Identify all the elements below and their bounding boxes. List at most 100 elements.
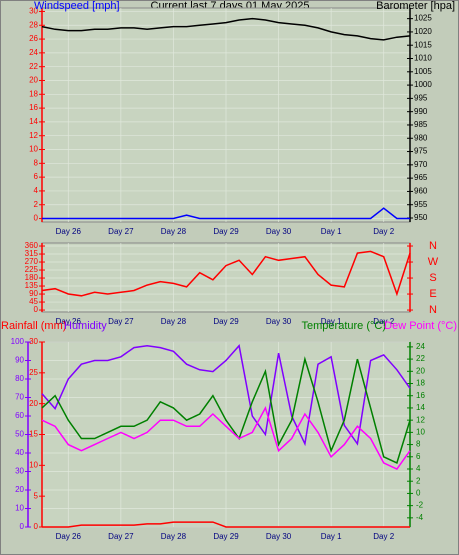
- x-tick-label: Day 27: [108, 227, 134, 236]
- y-tick-label: 15: [29, 430, 38, 439]
- y-tick-label: 8: [416, 440, 421, 449]
- y-tick-label: 18: [416, 379, 425, 388]
- x-tick-label: Day 29: [213, 227, 239, 236]
- y-tick-label: 2: [416, 476, 421, 485]
- x-tick-label: Day 2: [373, 532, 394, 541]
- series-label: Dew Point (°C): [384, 320, 457, 332]
- x-tick-label: Day 1: [321, 317, 342, 326]
- y-tick-label: 25: [29, 368, 38, 377]
- y-tick-label: 1015: [414, 40, 432, 49]
- y-tick-label: 70: [15, 393, 24, 402]
- y-tick-label: 6: [34, 172, 39, 181]
- y-tick-label: 22: [29, 62, 38, 71]
- y-tick-label: 0: [34, 305, 39, 314]
- series-line: [41, 405, 411, 470]
- x-tick-label: Day 29: [213, 317, 239, 326]
- series-line: [41, 344, 411, 447]
- y-tick-label: 40: [15, 448, 24, 457]
- y-tick-label: 2: [34, 200, 39, 209]
- x-tick-label: Day 29: [213, 532, 239, 541]
- y-tick-label: 18: [29, 89, 38, 98]
- x-tick-label: Day 27: [108, 317, 134, 326]
- y-tick-label: 1005: [414, 67, 432, 76]
- y-tick-label: N: [429, 304, 437, 316]
- y-tick-label: 0: [34, 214, 39, 223]
- x-tick-label: Day 26: [56, 317, 82, 326]
- y-tick-label: 5: [34, 491, 39, 500]
- y-tick-label: 90: [29, 289, 38, 298]
- y-tick-label: 10: [416, 427, 425, 436]
- y-tick-label: 225: [25, 265, 39, 274]
- y-tick-label: 24: [29, 48, 38, 57]
- y-tick-label: 1025: [414, 14, 432, 23]
- y-tick-label: 10: [29, 145, 38, 154]
- series-label: Humidity: [64, 320, 107, 332]
- x-tick-label: Day 30: [266, 227, 292, 236]
- x-tick-label: Day 1: [321, 227, 342, 236]
- y-tick-label: 60: [15, 411, 24, 420]
- y-tick-label: -2: [416, 501, 424, 510]
- x-tick-label: Day 2: [373, 227, 394, 236]
- series-label: Windspeed [mph]: [34, 0, 120, 12]
- y-tick-label: 16: [416, 391, 425, 400]
- y-tick-label: 100: [11, 337, 25, 346]
- series-line: [42, 521, 410, 528]
- y-tick-label: 30: [15, 467, 24, 476]
- y-tick-label: 970: [414, 160, 428, 169]
- x-tick-label: Day 2: [373, 317, 394, 326]
- y-tick-label: 0: [20, 522, 25, 531]
- y-tick-label: 6: [416, 452, 421, 461]
- y-tick-label: 975: [414, 147, 428, 156]
- series-line: [42, 207, 410, 220]
- y-tick-label: 4: [416, 464, 421, 473]
- y-tick-label: 270: [25, 257, 39, 266]
- y-tick-label: 8: [34, 158, 39, 167]
- y-tick-label: 20: [29, 399, 38, 408]
- y-tick-label: -4: [416, 513, 424, 522]
- y-tick-label: 985: [414, 120, 428, 129]
- y-tick-label: 20: [416, 366, 425, 375]
- y-tick-label: 960: [414, 187, 428, 196]
- y-tick-label: 980: [414, 133, 428, 142]
- y-tick-label: 4: [34, 186, 39, 195]
- y-tick-label: S: [429, 272, 436, 284]
- y-tick-label: 315: [25, 249, 39, 258]
- x-tick-label: Day 28: [161, 227, 187, 236]
- y-tick-label: 20: [29, 76, 38, 85]
- series-label: Barometer [hpa]: [376, 0, 455, 12]
- y-tick-label: 360: [25, 241, 39, 250]
- y-tick-label: 10: [15, 504, 24, 513]
- y-tick-label: 1000: [414, 80, 432, 89]
- x-tick-label: Day 30: [266, 532, 292, 541]
- x-tick-label: Day 30: [266, 317, 292, 326]
- y-tick-label: 20: [15, 485, 24, 494]
- series-label: Rainfall (mm): [1, 320, 66, 332]
- y-tick-label: 30: [29, 7, 38, 16]
- y-tick-label: 28: [29, 20, 38, 29]
- y-tick-label: 30: [29, 337, 38, 346]
- y-tick-label: 0: [416, 489, 421, 498]
- y-tick-label: 14: [29, 117, 38, 126]
- chart-title: Current last 7 days 01 May 2025: [151, 0, 310, 12]
- series-line: [41, 250, 411, 297]
- y-tick-label: 995: [414, 93, 428, 102]
- series-line: [41, 356, 411, 464]
- y-tick-label: 24: [416, 342, 425, 351]
- y-tick-label: 1010: [414, 54, 432, 63]
- y-tick-label: 965: [414, 173, 428, 182]
- x-tick-label: Day 1: [321, 532, 342, 541]
- y-tick-label: 950: [414, 213, 428, 222]
- y-tick-label: E: [429, 288, 436, 300]
- y-tick-label: 50: [15, 430, 24, 439]
- y-tick-label: 0: [34, 522, 39, 531]
- y-tick-label: N: [429, 240, 437, 252]
- y-tick-label: 14: [416, 403, 425, 412]
- series-label: Temperature (°C): [302, 320, 386, 332]
- y-tick-label: 22: [416, 354, 425, 363]
- x-tick-label: Day 28: [161, 317, 187, 326]
- y-tick-label: 10: [29, 460, 38, 469]
- y-tick-label: 180: [25, 273, 39, 282]
- y-tick-label: 26: [29, 34, 38, 43]
- y-tick-label: 955: [414, 200, 428, 209]
- y-tick-label: 12: [29, 131, 38, 140]
